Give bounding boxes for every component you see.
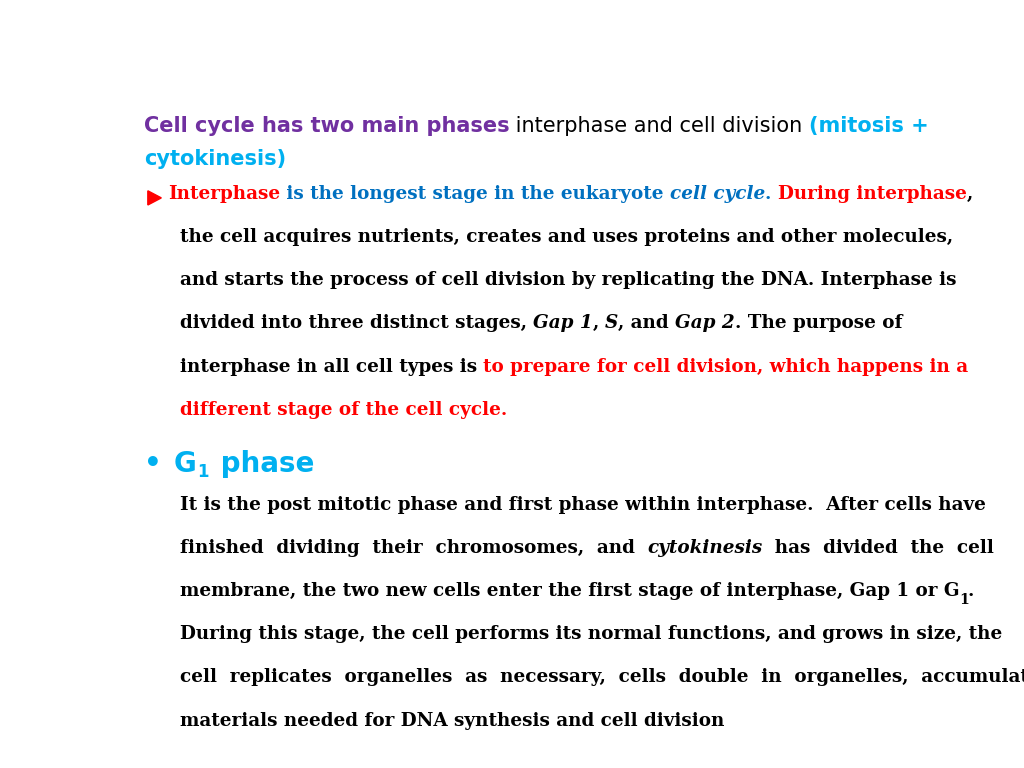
Text: materials needed for DNA synthesis and cell division: materials needed for DNA synthesis and c… xyxy=(179,711,724,730)
Text: It is the post mitotic phase and first phase within interphase.  After cells hav: It is the post mitotic phase and first p… xyxy=(179,495,985,514)
Text: S: S xyxy=(605,314,618,333)
Text: different stage of the cell cycle.: different stage of the cell cycle. xyxy=(179,401,507,419)
Text: Interphase: Interphase xyxy=(168,185,280,203)
Text: cell cycle: cell cycle xyxy=(670,185,765,203)
Text: . The purpose of: . The purpose of xyxy=(735,314,902,333)
Text: the cell acquires nutrients, creates and uses proteins and other molecules,: the cell acquires nutrients, creates and… xyxy=(179,228,952,246)
Text: Gap 2: Gap 2 xyxy=(676,314,735,333)
Text: phase: phase xyxy=(211,450,314,478)
Text: During interphase: During interphase xyxy=(777,185,967,203)
Text: is the longest stage in the eukaryote: is the longest stage in the eukaryote xyxy=(280,185,670,203)
Text: .: . xyxy=(765,185,777,203)
Text: cytokinesis: cytokinesis xyxy=(647,539,763,557)
Text: •: • xyxy=(143,450,162,478)
Text: cytokinesis): cytokinesis) xyxy=(143,150,286,170)
Text: G: G xyxy=(174,450,197,478)
Text: to prepare for cell division, which happens in a: to prepare for cell division, which happ… xyxy=(483,358,969,376)
Text: finished  dividing  their  chromosomes,  and: finished dividing their chromosomes, and xyxy=(179,539,647,557)
Text: membrane, the two new cells enter the first stage of interphase, Gap 1 or G: membrane, the two new cells enter the fi… xyxy=(179,582,959,600)
Text: Gap 1: Gap 1 xyxy=(532,314,593,333)
Text: 1: 1 xyxy=(959,593,969,607)
Text: divided into three distinct stages,: divided into three distinct stages, xyxy=(179,314,532,333)
Text: interphase and cell division: interphase and cell division xyxy=(510,116,809,136)
Text: Cell cycle has two main phases: Cell cycle has two main phases xyxy=(143,116,510,136)
Text: 1: 1 xyxy=(197,463,208,482)
Text: .: . xyxy=(968,582,974,600)
Text: ,: , xyxy=(967,185,973,203)
Polygon shape xyxy=(147,190,162,205)
Text: interphase in all cell types is: interphase in all cell types is xyxy=(179,358,483,376)
Text: and starts the process of cell division by replicating the DNA. Interphase is: and starts the process of cell division … xyxy=(179,271,956,290)
Text: has  divided  the  cell: has divided the cell xyxy=(763,539,994,557)
Text: ,: , xyxy=(593,314,605,333)
Text: , and: , and xyxy=(618,314,676,333)
Text: (mitosis +: (mitosis + xyxy=(809,116,929,136)
Text: cell  replicates  organelles  as  necessary,  cells  double  in  organelles,  ac: cell replicates organelles as necessary,… xyxy=(179,668,1024,687)
Text: During this stage, the cell performs its normal functions, and grows in size, th: During this stage, the cell performs its… xyxy=(179,625,1001,644)
